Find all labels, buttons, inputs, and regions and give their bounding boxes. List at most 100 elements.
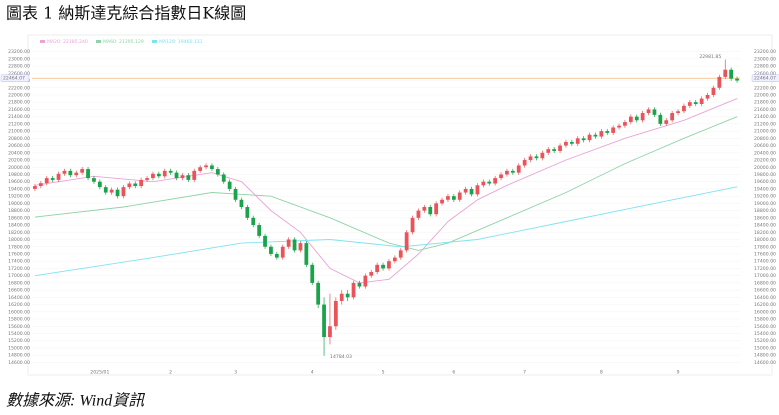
- candle-body: [257, 225, 262, 236]
- candle-body: [428, 207, 433, 215]
- candle-body: [723, 69, 728, 77]
- y-tick-label: 18600.00: [8, 215, 30, 221]
- y-tick-label-right: 22000.00: [754, 92, 776, 98]
- y-tick-label-right: 16000.00: [754, 309, 776, 315]
- candle-body: [156, 173, 161, 177]
- candle-body: [676, 111, 680, 114]
- y-tick-label: 20000.00: [8, 165, 30, 171]
- candle-body: [221, 174, 226, 182]
- y-tick-label-right: 17600.00: [754, 251, 776, 257]
- candle-body: [345, 293, 350, 298]
- y-tick-label: 15000.00: [8, 345, 30, 351]
- candle-body: [298, 243, 303, 251]
- candle-body: [80, 169, 85, 173]
- candle-body: [469, 188, 474, 195]
- x-tick-label: 2: [169, 370, 172, 376]
- candle-body: [180, 175, 185, 179]
- y-tick-label-right: 19200.00: [754, 194, 776, 200]
- candle-body: [505, 170, 509, 175]
- chart-frame: [27, 34, 773, 376]
- candle-body: [711, 87, 716, 95]
- x-tick-label: 5: [382, 370, 385, 376]
- candle-body: [33, 186, 37, 189]
- candle-body: [628, 116, 633, 123]
- candle-body: [540, 152, 545, 159]
- last-price-box: [0, 74, 30, 82]
- y-tick-label: 15400.00: [8, 331, 30, 337]
- y-tick-label: 21400.00: [8, 114, 30, 120]
- candle-body: [522, 160, 527, 166]
- candle-body: [139, 179, 144, 187]
- y-tick-label-right: 21800.00: [754, 100, 776, 106]
- y-tick-label-right: 21600.00: [754, 107, 776, 113]
- y-tick-label: 17000.00: [8, 273, 30, 279]
- candle-body: [168, 170, 173, 173]
- y-tick-label-right: 23000.00: [754, 56, 776, 62]
- x-tick-label: 8: [600, 370, 603, 376]
- candle-body: [392, 257, 397, 262]
- candle-body: [198, 167, 203, 171]
- y-tick-label-right: 20800.00: [754, 136, 776, 142]
- y-tick-label: 19000.00: [8, 201, 30, 207]
- candle-body: [121, 187, 126, 197]
- ma-line: [34, 98, 738, 284]
- candle-body: [263, 235, 267, 247]
- y-tick-label-right: 15800.00: [754, 317, 776, 323]
- y-tick-label-right: 18200.00: [754, 230, 776, 236]
- source: 數據來源: Wind資訊: [6, 392, 145, 410]
- y-tick-label: 17400.00: [8, 259, 30, 265]
- candle-body: [375, 264, 380, 273]
- candle-body: [587, 134, 592, 141]
- y-tick-label-right: 17000.00: [754, 273, 776, 279]
- y-tick-label-right: 17200.00: [754, 266, 776, 272]
- y-tick-label-right: 21400.00: [754, 114, 776, 120]
- y-tick-label: 21600.00: [8, 107, 30, 113]
- y-tick-label: 21200.00: [8, 121, 30, 127]
- candle-body: [516, 165, 521, 173]
- candle-body: [652, 109, 657, 115]
- candle-body: [564, 141, 568, 146]
- y-tick-label: 15600.00: [8, 324, 30, 330]
- legend-swatch: [40, 40, 45, 43]
- y-tick-label: 17800.00: [8, 244, 30, 250]
- y-tick-label: 22000.00: [8, 92, 30, 98]
- candle-body: [682, 105, 686, 112]
- y-tick-label-right: 22200.00: [754, 85, 776, 91]
- y-tick-label-right: 20400.00: [754, 150, 776, 156]
- y-tick-label-right: 21200.00: [754, 121, 776, 127]
- x-tick-label: 4: [311, 370, 314, 376]
- y-tick-label-right: 19800.00: [754, 172, 776, 178]
- candle-body: [127, 183, 132, 188]
- candle-body: [50, 178, 55, 180]
- candle-body: [687, 102, 692, 106]
- ma-line: [34, 186, 738, 277]
- candle-body: [145, 178, 149, 180]
- candle-body: [705, 94, 710, 99]
- y-tick-label: 17200.00: [8, 266, 30, 272]
- candle-body: [210, 165, 214, 170]
- candle-body: [510, 170, 515, 173]
- candle-body: [605, 131, 610, 133]
- candle-body: [369, 272, 374, 276]
- candle-body: [363, 275, 368, 287]
- candle-body: [528, 156, 533, 161]
- y-tick-label: 18200.00: [8, 230, 30, 236]
- candle-body: [387, 261, 391, 269]
- candle-body: [310, 264, 315, 283]
- y-tick-label: 20200.00: [8, 158, 30, 164]
- candle-body: [575, 138, 580, 144]
- candle-body: [239, 199, 244, 207]
- candle-body: [86, 169, 90, 179]
- y-tick-label: 19200.00: [8, 194, 30, 200]
- y-tick-label-right: 17400.00: [754, 259, 776, 265]
- y-tick-label-right: 15000.00: [754, 345, 776, 351]
- candle-body: [333, 300, 338, 327]
- candle-body: [569, 141, 574, 144]
- candle-body: [558, 145, 562, 151]
- candle-body: [103, 187, 108, 193]
- candle-body: [658, 114, 663, 124]
- candle-body: [404, 232, 409, 251]
- candle-body: [593, 134, 598, 137]
- y-tick-label: 19400.00: [8, 186, 30, 192]
- candle-body: [109, 189, 114, 193]
